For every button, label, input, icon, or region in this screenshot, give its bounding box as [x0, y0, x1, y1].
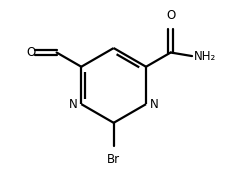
Text: N: N [150, 98, 159, 111]
Text: Br: Br [107, 153, 120, 166]
Text: O: O [26, 46, 35, 59]
Text: NH₂: NH₂ [194, 49, 216, 63]
Text: N: N [69, 98, 77, 111]
Text: O: O [166, 9, 175, 22]
